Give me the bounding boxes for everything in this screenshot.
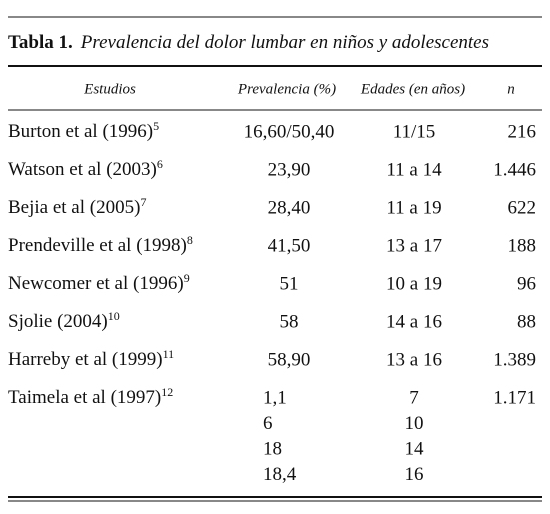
study-name: Sjolie (2004) [8,311,108,332]
study-name: Newcomer et al (1996) [8,273,184,294]
study-ref: 10 [108,309,120,323]
title-label: Tabla 1. [8,32,73,53]
table-title: Tabla 1. Prevalencia del dolor lumbar en … [8,32,489,53]
header-cell: Estudios [83,81,136,97]
ages-cell: 11 a 14 [386,159,442,180]
header-cell: Prevalencia (%) [237,81,336,97]
header-cell: Edades (en años) [360,81,465,97]
study-name: Watson et al (2003) [8,159,157,180]
header-cell: n [507,81,515,97]
study-ref: 12 [161,385,173,399]
ages-cell: 11 a 19 [386,197,441,218]
ages-cell: 11/15 [393,121,436,142]
prevalence-cell: 51 [280,273,299,294]
study-cell: Taimela et al (1997)12 [8,385,173,409]
n-cell: 622 [508,197,537,218]
n-cell: 216 [508,121,537,142]
ages-cell: 16 [405,464,424,485]
study-ref: 8 [187,233,193,247]
ages-cell: 10 [405,413,424,434]
prevalence-cell: 18 [263,438,282,459]
prevalence-cell: 41,50 [268,235,311,256]
study-cell: Harreby et al (1999)11 [8,347,174,371]
study-cell: Prendeville et al (1998)8 [8,233,193,257]
study-name: Harreby et al (1999) [8,349,163,370]
study-ref: 6 [157,157,163,171]
ages-cell: 10 a 19 [386,273,442,294]
study-cell: Bejia et al (2005)7 [8,195,146,219]
study-name: Taimela et al (1997) [8,387,161,408]
n-cell: 1.389 [493,349,536,370]
prevalence-cell: 58 [280,311,299,332]
study-ref: 7 [140,195,146,209]
prevalence-cell: 28,40 [268,197,311,218]
prevalence-cell: 1,1 [263,387,287,408]
prevalence-cell: 16,60/50,40 [244,121,335,142]
study-name: Bejia et al (2005) [8,197,140,218]
study-ref: 5 [153,119,159,133]
ages-cell: 13 a 17 [386,235,442,256]
ages-cell: 13 a 16 [386,349,442,370]
n-cell: 1.446 [493,159,536,180]
prevalence-cell: 6 [263,413,273,434]
study-cell: Burton et al (1996)5 [8,119,159,143]
study-cell: Newcomer et al (1996)9 [8,271,190,295]
study-ref: 9 [184,271,190,285]
study-cell: Watson et al (2003)6 [8,157,163,181]
ages-cell: 7 [409,387,419,408]
ages-cell: 14 [405,438,425,459]
prevalence-cell: 58,90 [268,349,311,370]
n-cell: 188 [508,235,537,256]
title-text: Prevalencia del dolor lumbar en niños y … [80,32,489,53]
n-cell: 1.171 [493,387,536,408]
study-name: Prendeville et al (1998) [8,235,187,256]
study-ref: 11 [163,347,175,361]
study-name: Burton et al (1996) [8,121,153,142]
prevalence-cell: 23,90 [268,159,311,180]
study-cell: Sjolie (2004)10 [8,309,120,333]
n-cell: 96 [517,273,536,294]
ages-cell: 14 a 16 [386,311,442,332]
prevalence-cell: 18,4 [263,464,297,485]
n-cell: 88 [517,311,536,332]
